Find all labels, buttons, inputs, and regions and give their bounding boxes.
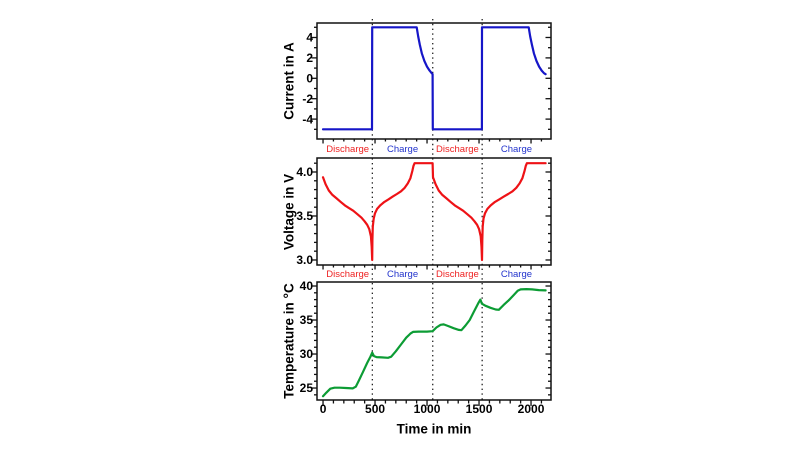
y-tick-label: 25	[300, 381, 314, 395]
x-tick-label: 0	[320, 402, 327, 416]
y-tick-label: 30	[300, 347, 314, 361]
voltage-curve	[321, 162, 547, 262]
x-tick-label: 500	[365, 402, 385, 416]
y-axis-title-voltage: Voltage in V	[281, 173, 297, 250]
y-tick-label: 3.5	[296, 209, 313, 223]
y-axis-title-current: Current in A	[281, 42, 297, 120]
x-tick-label: 1500	[466, 402, 493, 416]
panel-frame-voltage	[316, 157, 552, 266]
phase-label-charge: Charge	[387, 144, 418, 155]
panel-frame-current	[316, 22, 552, 140]
current-curve	[321, 26, 547, 131]
phase-label-discharge: Discharge	[326, 144, 369, 155]
phase-label-discharge: Discharge	[326, 269, 369, 280]
y-tick-label: 4	[306, 31, 313, 45]
y-tick-label: 35	[300, 313, 314, 327]
y-tick-label: 4.0	[296, 165, 313, 179]
y-tick-label: 0	[306, 71, 313, 85]
y-tick-label: 40	[300, 279, 314, 293]
phase-label-charge: Charge	[501, 144, 532, 155]
x-tick-label: 2000	[518, 402, 545, 416]
phase-label-charge: Charge	[501, 269, 532, 280]
temperature-curve	[321, 288, 547, 398]
y-tick-label: -2	[302, 92, 313, 106]
phase-label-discharge: Discharge	[436, 269, 479, 280]
y-tick-label: 3.0	[296, 253, 313, 267]
phase-label-discharge: Discharge	[436, 144, 479, 155]
y-tick-label: -4	[302, 112, 313, 126]
panel-frame-temperature	[316, 281, 552, 401]
x-tick-label: 1000	[414, 402, 441, 416]
x-axis-title: Time in min	[396, 421, 472, 437]
y-tick-label: 2	[306, 51, 313, 65]
phase-label-charge: Charge	[387, 269, 418, 280]
y-axis-title-temperature: Temperature in °C	[281, 283, 297, 399]
